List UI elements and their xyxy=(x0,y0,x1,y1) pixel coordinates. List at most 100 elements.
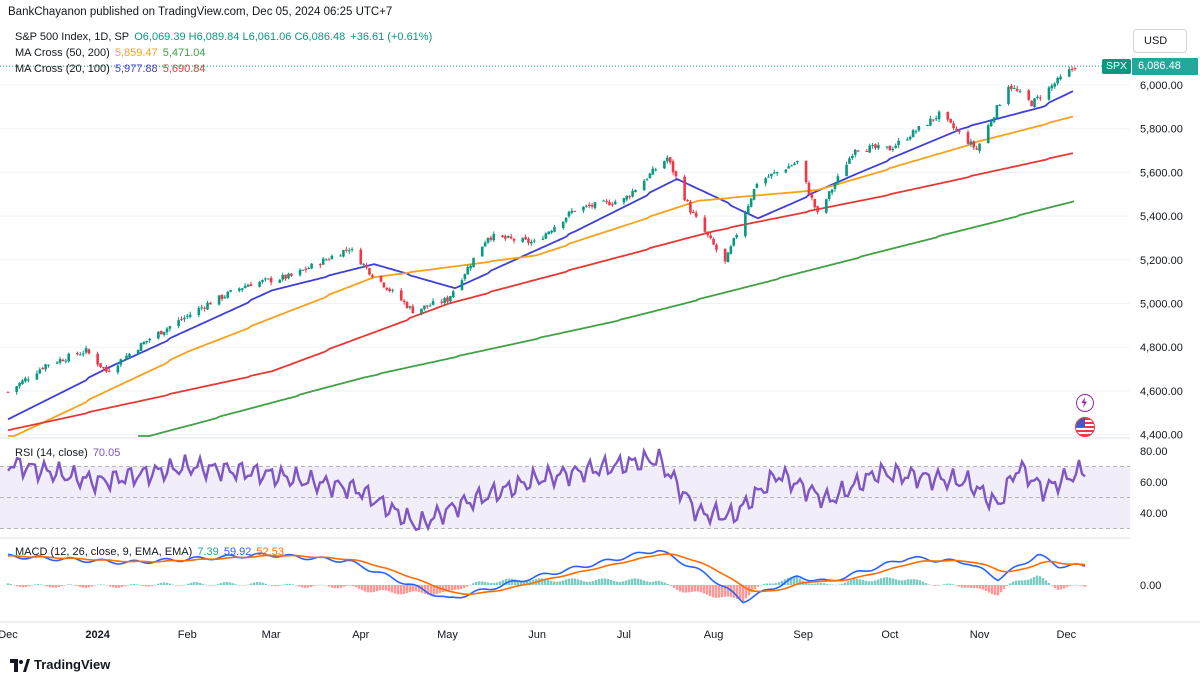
macd-histogram-bar xyxy=(180,585,184,586)
candle xyxy=(278,278,282,284)
candle-body xyxy=(917,126,921,131)
macd-histogram-bar xyxy=(219,583,223,585)
macd-histogram-bar xyxy=(882,577,886,585)
candle xyxy=(934,115,938,121)
macd-histogram-bar xyxy=(309,585,313,588)
macd-histogram-bar xyxy=(393,585,397,594)
candle-body xyxy=(105,366,108,372)
candle xyxy=(564,217,568,224)
candle xyxy=(686,199,689,202)
candle-body xyxy=(648,173,652,179)
candle xyxy=(371,273,374,279)
macd-histogram-bar xyxy=(237,585,241,586)
price-grid xyxy=(0,84,1130,436)
candle xyxy=(266,278,270,280)
candle-body xyxy=(345,249,348,251)
candle xyxy=(368,267,371,276)
macd-histogram-bar xyxy=(522,581,526,585)
candle xyxy=(1012,85,1016,90)
candle-body xyxy=(521,238,525,242)
macd-histogram-bar xyxy=(465,585,469,587)
macd-legend[interactable]: MACD (12, 26, close, 9, EMA, EMA) 7.39 5… xyxy=(15,546,286,558)
macd-histogram-bar xyxy=(306,585,310,588)
candle xyxy=(81,350,85,357)
candle-body xyxy=(975,148,978,150)
candle-body xyxy=(84,348,88,353)
candle-body xyxy=(856,150,860,152)
candle-body xyxy=(564,217,568,222)
candle xyxy=(217,295,221,306)
macd-histogram-bar xyxy=(168,583,172,585)
candle xyxy=(937,110,941,122)
symbol-label[interactable]: S&P 500 Index, 1D, SP xyxy=(15,31,130,43)
tradingview-logo[interactable]: TradingView xyxy=(10,657,110,672)
macd-histogram-bar xyxy=(138,585,142,586)
macd-histogram-bar xyxy=(930,585,934,586)
macd-hist-value: 7.39 xyxy=(197,546,219,558)
macd-histogram-bar xyxy=(171,584,175,586)
candle xyxy=(746,204,750,215)
macd-histogram-bar xyxy=(471,583,475,585)
candle xyxy=(827,190,831,202)
ma-cross-50-200-legend[interactable]: MA Cross (50, 200) 5,859.47 5,471.04 xyxy=(15,47,208,59)
candle-body xyxy=(561,221,565,228)
macd-histogram-bar xyxy=(924,583,928,585)
candle xyxy=(992,116,996,124)
candle-body xyxy=(64,360,68,362)
candle xyxy=(157,331,160,340)
macd-histogram-bar xyxy=(759,584,763,586)
candle-body xyxy=(287,273,290,279)
candle xyxy=(142,340,146,345)
candle xyxy=(240,288,244,293)
rsi-tick-label: 60.00 xyxy=(1140,477,1168,489)
macd-histogram-bar xyxy=(582,581,586,585)
price-axis: 6,000.00 5,800.00 5,600.00 5,400.00 5,200.00… xyxy=(1140,80,1183,442)
candle-body xyxy=(810,194,814,198)
candle-body xyxy=(350,249,354,251)
macd-histogram-bar xyxy=(411,585,415,592)
candle-body xyxy=(544,233,548,239)
macd-histogram-bar xyxy=(414,585,418,592)
macd-histogram-bar xyxy=(672,585,676,588)
currency-button[interactable]: USD xyxy=(1133,29,1187,53)
us-flag-icon[interactable] xyxy=(1075,417,1095,437)
macd-histogram-bar xyxy=(897,580,901,585)
price-tick-label: 6,000.00 xyxy=(1140,80,1183,92)
candle-body xyxy=(24,378,27,382)
macd-histogram-bar xyxy=(723,585,727,597)
candle xyxy=(61,358,65,362)
candle xyxy=(486,237,490,245)
macd-histogram-bar xyxy=(18,585,22,588)
rsi-guides xyxy=(0,466,1130,529)
macd-histogram-bar xyxy=(699,585,703,593)
macd-histogram-bar xyxy=(669,585,673,586)
price-pane: 6,000.00 5,800.00 5,600.00 5,400.00 5,200.00… xyxy=(0,65,1183,442)
candle xyxy=(1050,83,1054,92)
candle-body xyxy=(264,278,267,280)
time-tick-label: Jun xyxy=(528,629,546,641)
ma-cross-20-100-legend[interactable]: MA Cross (20, 100) 5,977.88 5,690.84 xyxy=(15,63,208,75)
macd-histogram-bar xyxy=(735,585,739,600)
candle xyxy=(185,313,189,320)
candle-body xyxy=(388,288,391,291)
candle-body xyxy=(307,268,311,270)
candle-body xyxy=(1067,69,1071,77)
macd-histogram-bar xyxy=(624,580,628,585)
macd-histogram-bar xyxy=(903,580,907,585)
candle xyxy=(998,103,1002,107)
macd-histogram-bar xyxy=(510,578,514,585)
macd-histogram-bar xyxy=(36,584,40,585)
candle xyxy=(1027,88,1031,102)
macd-histogram-bar xyxy=(27,585,31,587)
macd-histogram-bar xyxy=(252,582,256,585)
macd-histogram-bar xyxy=(207,585,211,586)
candle xyxy=(206,300,209,311)
lightning-icon[interactable] xyxy=(1076,394,1094,412)
rsi-tick-label: 40.00 xyxy=(1140,508,1168,520)
candle-body xyxy=(958,130,961,132)
macd-histogram-bar xyxy=(30,585,34,586)
candle-body xyxy=(1010,85,1013,90)
macd-histogram-bar xyxy=(1020,580,1024,585)
macd-histogram-bar xyxy=(348,585,352,586)
rsi-legend[interactable]: RSI (14, close) 70.05 xyxy=(15,447,122,459)
